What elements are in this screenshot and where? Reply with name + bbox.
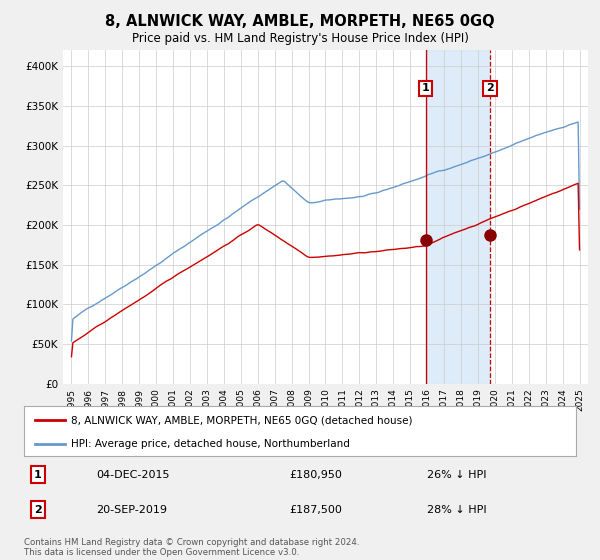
Text: 04-DEC-2015: 04-DEC-2015 <box>96 470 169 479</box>
Text: 1: 1 <box>34 470 41 479</box>
Text: 28% ↓ HPI: 28% ↓ HPI <box>427 505 487 515</box>
Text: 26% ↓ HPI: 26% ↓ HPI <box>427 470 487 479</box>
Text: 2: 2 <box>486 83 494 94</box>
Text: 8, ALNWICK WAY, AMBLE, MORPETH, NE65 0GQ (detached house): 8, ALNWICK WAY, AMBLE, MORPETH, NE65 0GQ… <box>71 415 412 425</box>
Text: 1: 1 <box>422 83 430 94</box>
Text: £187,500: £187,500 <box>289 505 342 515</box>
Text: Contains HM Land Registry data © Crown copyright and database right 2024.
This d: Contains HM Land Registry data © Crown c… <box>24 538 359 557</box>
Text: 20-SEP-2019: 20-SEP-2019 <box>96 505 167 515</box>
Text: 2: 2 <box>34 505 41 515</box>
Text: HPI: Average price, detached house, Northumberland: HPI: Average price, detached house, Nort… <box>71 439 350 449</box>
Text: Price paid vs. HM Land Registry's House Price Index (HPI): Price paid vs. HM Land Registry's House … <box>131 32 469 45</box>
Text: £180,950: £180,950 <box>289 470 342 479</box>
Text: 8, ALNWICK WAY, AMBLE, MORPETH, NE65 0GQ: 8, ALNWICK WAY, AMBLE, MORPETH, NE65 0GQ <box>105 14 495 29</box>
Bar <box>426 50 490 384</box>
